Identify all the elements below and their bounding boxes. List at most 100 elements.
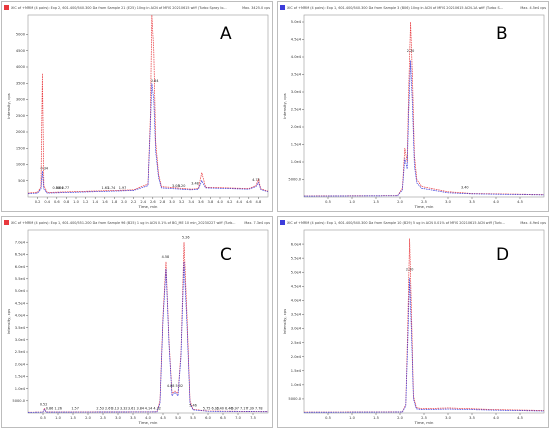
x-tick-label: 4.0 — [493, 200, 499, 204]
y-tick-label: 2.0e4 — [291, 125, 302, 129]
plot-frame — [303, 14, 545, 198]
x-tick-label: 5.5 — [190, 416, 196, 420]
series-line — [303, 21, 545, 197]
y-axis-label: Intensity, cps — [6, 309, 11, 334]
y-tick-label: 500 — [18, 179, 26, 183]
panel-label: C — [220, 245, 232, 265]
x-tick-label: 4.4 — [236, 200, 242, 204]
y-tick-label: 1500 — [16, 146, 26, 150]
y-tick-label: 3.5e4 — [15, 326, 26, 330]
x-tick-label: 4.5 — [517, 416, 523, 420]
y-tick-label: 2000 — [16, 130, 26, 134]
y-tick-label: 2.0e4 — [15, 362, 26, 366]
peak-annotation: 3.40 — [461, 186, 469, 190]
x-tick-label: 1.0 — [55, 416, 61, 420]
y-tick-label: 5000.0 — [288, 178, 301, 182]
peak-annotation: 3.48 — [191, 181, 199, 185]
peak-annotation: 3.08 — [172, 184, 180, 188]
chart-svg: 500 1000 1500 2000 2500 3000 3500 4000 4500 5000 0… — [6, 14, 269, 209]
y-tick-label: 1.0e4 — [291, 160, 302, 164]
y-axis-label: Intensity, cps — [282, 309, 287, 334]
x-tick-label: 3.6 — [198, 200, 204, 204]
header-text: XIC of +MRM (4 pairs): Exp 1, 601.400/55… — [11, 220, 236, 225]
plot-frame — [27, 229, 269, 414]
peak-annotation: 3.61 3.84 — [128, 407, 144, 411]
x-tick-label: 6.5 — [220, 416, 226, 420]
header-text: XIC of +MRM (4 pairs): Exp 2, 601.400/54… — [11, 5, 227, 10]
x-tick-label: 3.0 — [445, 200, 451, 204]
x-tick-label: 4.0 — [493, 416, 499, 420]
series-color-square — [280, 5, 285, 10]
header-text: XIC of +MRM (4 pairs): Exp 1, 601.400/54… — [287, 5, 503, 10]
series-line — [27, 83, 269, 195]
x-tick-label: 3.2 — [179, 200, 185, 204]
peak-annotation: 1.74 — [108, 186, 116, 190]
panel-header: XIC of +MRM (4 pairs): Exp 1, 601.400/54… — [280, 218, 546, 227]
y-tick-label: 1.5e4 — [15, 375, 26, 379]
x-tick-label: 2.5 — [100, 416, 106, 420]
peak-annotation: 4.58 — [162, 255, 170, 259]
x-tick-label: 7.5 — [250, 416, 256, 420]
y-axis-label: Intensity, cps — [282, 93, 287, 118]
y-tick-label: 4000 — [16, 65, 26, 69]
x-tick-label: 4.5 — [517, 200, 523, 204]
x-tick-label: 2.0 — [85, 416, 91, 420]
x-tick-label: 4.0 — [145, 416, 151, 420]
y-tick-label: 1.5e4 — [291, 143, 302, 147]
peak-annotation: 5.75 6.12 — [203, 407, 219, 411]
x-tick-label: 0.5 — [40, 416, 46, 420]
y-axis-label: Intensity, cps — [6, 93, 11, 118]
x-tick-label: 2.6 — [150, 200, 156, 204]
panel-label: B — [496, 24, 508, 44]
x-axis-label: Time, min — [414, 204, 434, 209]
max-intensity: Max. 4.9e4 cps — [520, 220, 546, 225]
chart-svg: 5000.0 1.0e4 1.5e4 2.0e4 2.5e4 3.0e4 3.5e4 4.0e… — [282, 229, 545, 425]
x-tick-label: 7.0 — [235, 416, 241, 420]
peak-annotation: 3.20 — [178, 184, 186, 188]
x-tick-label: 1.4 — [92, 200, 98, 204]
peak-annotation: 3.13 3.32 — [111, 407, 127, 411]
x-tick-label: 3.5 — [130, 416, 136, 420]
x-tick-label: 4.5 — [160, 416, 166, 420]
y-tick-label: 6.5e4 — [15, 253, 26, 257]
x-tick-label: 4.8 — [256, 200, 262, 204]
peak-annotation: 6.97 7.17 — [231, 407, 247, 411]
y-tick-label: 3.0e4 — [15, 338, 26, 342]
x-axis-label: Time, min — [138, 420, 158, 425]
x-tick-label: 1.5 — [373, 416, 379, 420]
peak-annotation: 2.20 — [407, 49, 415, 53]
x-tick-label: 3.0 — [115, 416, 121, 420]
peak-annotation: 2.53 2.67 — [96, 407, 112, 411]
x-tick-label: 5.0 — [175, 416, 181, 420]
y-tick-label: 4.5e4 — [291, 285, 302, 289]
series-color-square — [4, 220, 9, 225]
peak-annotation: 2.20 — [406, 268, 414, 272]
x-tick-label: 1.0 — [349, 200, 355, 204]
x-tick-label: 1.8 — [112, 200, 118, 204]
y-tick-label: 2.5e4 — [15, 350, 26, 354]
peak-annotation: 0.34 — [41, 167, 49, 171]
x-tick-label: 3.5 — [469, 416, 475, 420]
series-color-square — [280, 220, 285, 225]
peak-annotation: 1.61 — [101, 186, 109, 190]
y-tick-label: 3.0e4 — [291, 327, 302, 331]
x-tick-label: 3.0 — [445, 416, 451, 420]
x-tick-label: 0.5 — [325, 416, 331, 420]
y-tick-label: 6.0e4 — [291, 242, 302, 246]
x-tick-label: 2.4 — [140, 200, 146, 204]
series-line — [27, 261, 269, 413]
x-tick-label: 3.0 — [169, 200, 175, 204]
y-tick-label: 6.0e4 — [15, 265, 26, 269]
y-tick-label: 2.5e4 — [291, 341, 302, 345]
x-tick-label: 2.5 — [421, 416, 427, 420]
panel-label: A — [220, 24, 232, 44]
x-tick-label: 3.4 — [188, 200, 194, 204]
y-tick-label: 5.5e4 — [15, 277, 26, 281]
y-tick-label: 1.5e4 — [291, 369, 302, 373]
series-line — [27, 242, 269, 413]
y-tick-label: 4500 — [16, 49, 26, 53]
x-tick-label: 0.5 — [325, 200, 331, 204]
y-tick-label: 4.0e4 — [15, 314, 26, 318]
x-axis-label: Time, min — [138, 204, 158, 209]
x-tick-label: 2.0 — [121, 200, 127, 204]
